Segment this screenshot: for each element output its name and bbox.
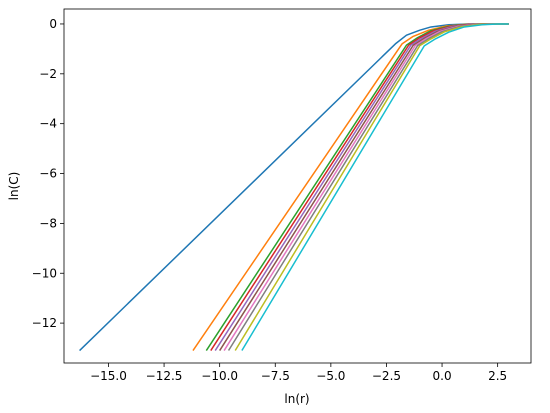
y-axis-ticks: −12 −10 −8 −6 −4 −2 0 [32, 17, 64, 330]
x-tick-label: −5.0 [316, 369, 345, 383]
y-tick-label: −2 [39, 67, 57, 81]
x-tick-label: −12.5 [146, 369, 183, 383]
x-tick-label: 2.5 [488, 369, 507, 383]
x-tick-label: −7.5 [261, 369, 290, 383]
y-axis-label: ln(C) [7, 172, 21, 201]
y-tick-label: −4 [39, 117, 57, 131]
x-tick-label: 0.0 [433, 369, 452, 383]
x-axis-ticks: −15.0 −12.5 −10.0 −7.5 −5.0 −2.5 0.0 2.5 [90, 363, 507, 383]
x-axis-label: ln(r) [284, 392, 309, 406]
y-tick-label: 0 [49, 17, 57, 31]
y-tick-label: −10 [32, 266, 57, 280]
y-tick-label: −8 [39, 216, 57, 230]
x-tick-label: −10.0 [201, 369, 238, 383]
x-tick-label: −15.0 [90, 369, 127, 383]
series-layer [79, 23, 509, 352]
y-tick-label: −6 [39, 167, 57, 181]
series-line-10 [241, 23, 509, 351]
y-tick-label: −12 [32, 316, 57, 330]
x-tick-label: −2.5 [372, 369, 401, 383]
plot-frame [63, 8, 532, 364]
